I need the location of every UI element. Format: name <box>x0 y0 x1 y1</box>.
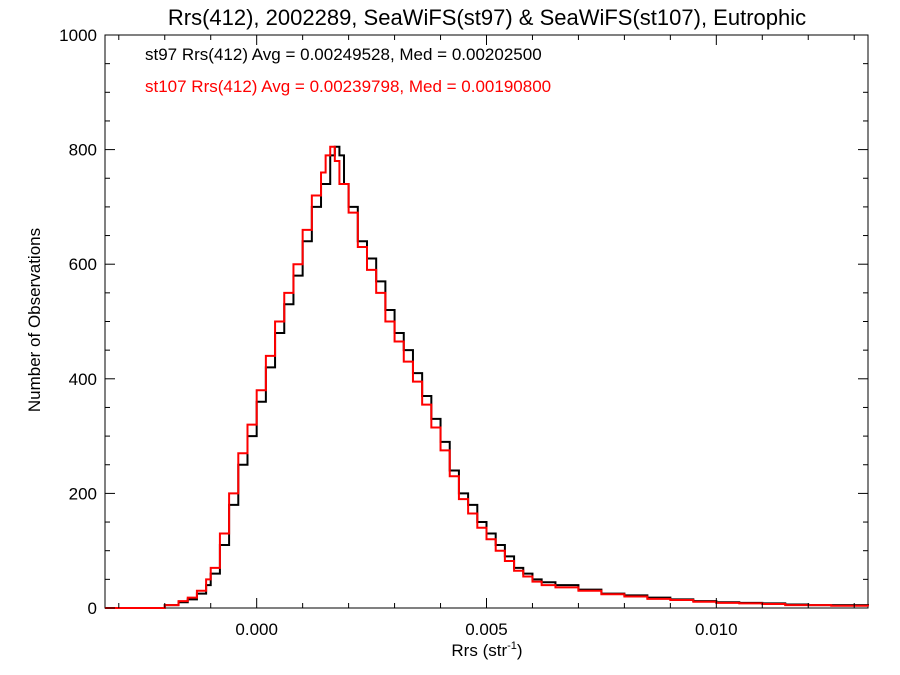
x-axis-label-sup: -1 <box>507 640 517 652</box>
x-axis: 0.000 0.005 0.010 <box>118 35 855 639</box>
x-tick-label: 0.005 <box>465 620 508 639</box>
y-tick-label: 400 <box>69 370 97 389</box>
y-tick-label: 1000 <box>59 26 97 45</box>
y-tick-label: 600 <box>69 255 97 274</box>
annotation-st107: st107 Rrs(412) Avg = 0.00239798, Med = 0… <box>145 77 551 96</box>
x-axis-label: Rrs (str-1) <box>451 640 522 660</box>
y-tick-label: 200 <box>69 484 97 503</box>
chart-title: Rrs(412), 2002289, SeaWiFS(st97) & SeaWi… <box>168 5 806 30</box>
y-axis-label: Number of Observations <box>25 228 44 412</box>
series-layer <box>105 145 869 609</box>
x-tick-label: 0.010 <box>695 620 738 639</box>
annotation-st97: st97 Rrs(412) Avg = 0.00249528, Med = 0.… <box>145 45 542 64</box>
y-tick-label: 0 <box>88 599 97 618</box>
x-tick-label: 0.000 <box>235 620 278 639</box>
series-line-1 <box>105 145 869 609</box>
y-tick-label: 800 <box>69 141 97 160</box>
x-axis-label-main: Rrs (str <box>451 641 507 660</box>
x-axis-label-close: ) <box>517 641 523 660</box>
y-axis: 0 200 400 600 800 1000 <box>59 26 868 618</box>
